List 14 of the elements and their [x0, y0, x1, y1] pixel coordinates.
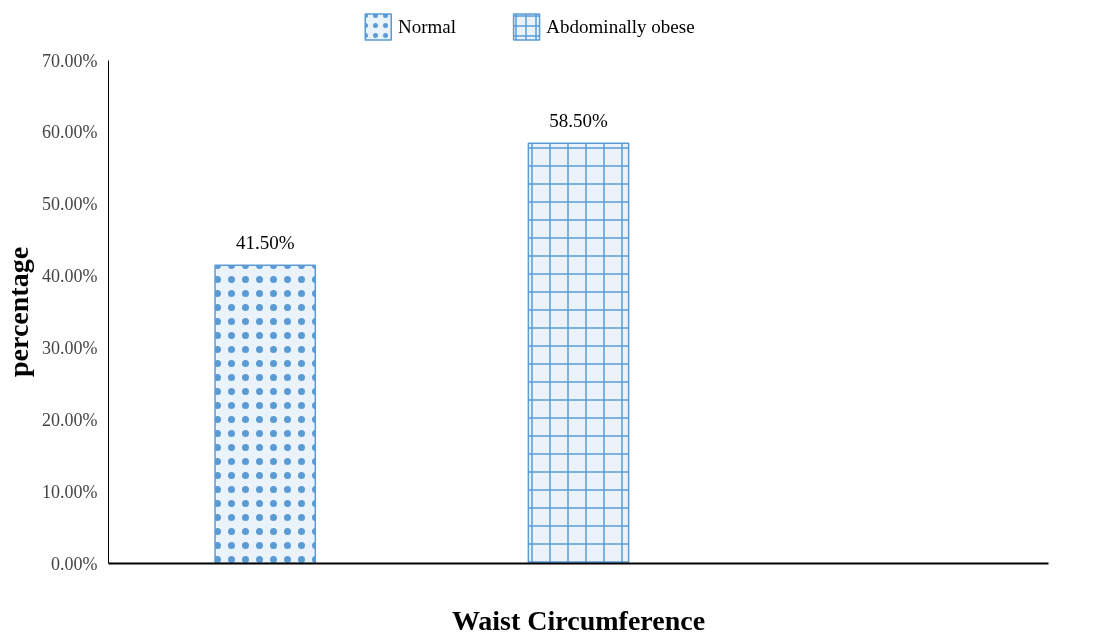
y-tick-label: 10.00%: [42, 481, 98, 502]
y-tick-label: 40.00%: [42, 266, 98, 287]
y-tick-label: 30.00%: [42, 337, 98, 358]
data-label: 58.50%: [549, 110, 608, 132]
y-tick-label: 0.00%: [51, 553, 98, 574]
y-tick-label: 60.00%: [42, 122, 98, 143]
y-tick-label: 20.00%: [42, 409, 98, 430]
legend-label: Abdominally obese: [546, 16, 695, 38]
legend-label: Normal: [398, 16, 457, 38]
y-axis-title: percentage: [3, 246, 35, 378]
y-tick-label: 50.00%: [42, 194, 98, 215]
y-tick-label: 70.00%: [42, 50, 98, 71]
x-axis-title: Waist Circumference: [451, 604, 706, 633]
data-label: 41.50%: [235, 232, 295, 254]
